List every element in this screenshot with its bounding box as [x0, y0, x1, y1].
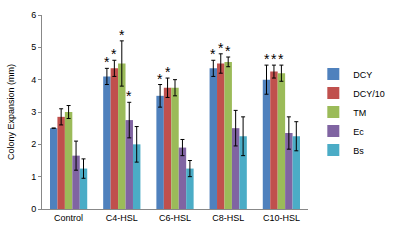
svg-text:C8-HSL: C8-HSL: [212, 213, 244, 223]
svg-text:C4-HSL: C4-HSL: [106, 213, 138, 223]
svg-text:*: *: [104, 54, 110, 70]
svg-text:*: *: [157, 71, 163, 87]
svg-text:C6-HSL: C6-HSL: [159, 213, 191, 223]
svg-text:1: 1: [31, 172, 36, 182]
svg-text:Bs: Bs: [353, 146, 364, 156]
svg-text:2: 2: [31, 139, 36, 149]
svg-text:DCY: DCY: [353, 70, 372, 80]
svg-text:4: 4: [31, 75, 36, 85]
svg-text:TM: TM: [353, 108, 366, 118]
svg-text:3: 3: [31, 107, 36, 117]
svg-text:Colony Expansion (mm): Colony Expansion (mm): [6, 64, 16, 160]
svg-text:*: *: [111, 46, 117, 62]
svg-text:*: *: [264, 51, 270, 67]
svg-text:5: 5: [31, 42, 36, 52]
svg-text:*: *: [119, 27, 125, 43]
svg-text:Control: Control: [54, 213, 83, 223]
svg-text:*: *: [225, 43, 231, 59]
svg-text:*: *: [165, 64, 171, 80]
svg-text:C10-HSL: C10-HSL: [263, 213, 300, 223]
svg-text:*: *: [210, 46, 216, 62]
svg-text:*: *: [126, 88, 132, 104]
svg-text:*: *: [271, 51, 277, 67]
svg-text:0: 0: [31, 204, 36, 214]
svg-text:*: *: [218, 40, 224, 56]
svg-text:*: *: [278, 51, 284, 67]
svg-text:DCY/10: DCY/10: [353, 89, 385, 99]
svg-text:Ec: Ec: [353, 127, 364, 137]
svg-text:6: 6: [31, 10, 36, 20]
